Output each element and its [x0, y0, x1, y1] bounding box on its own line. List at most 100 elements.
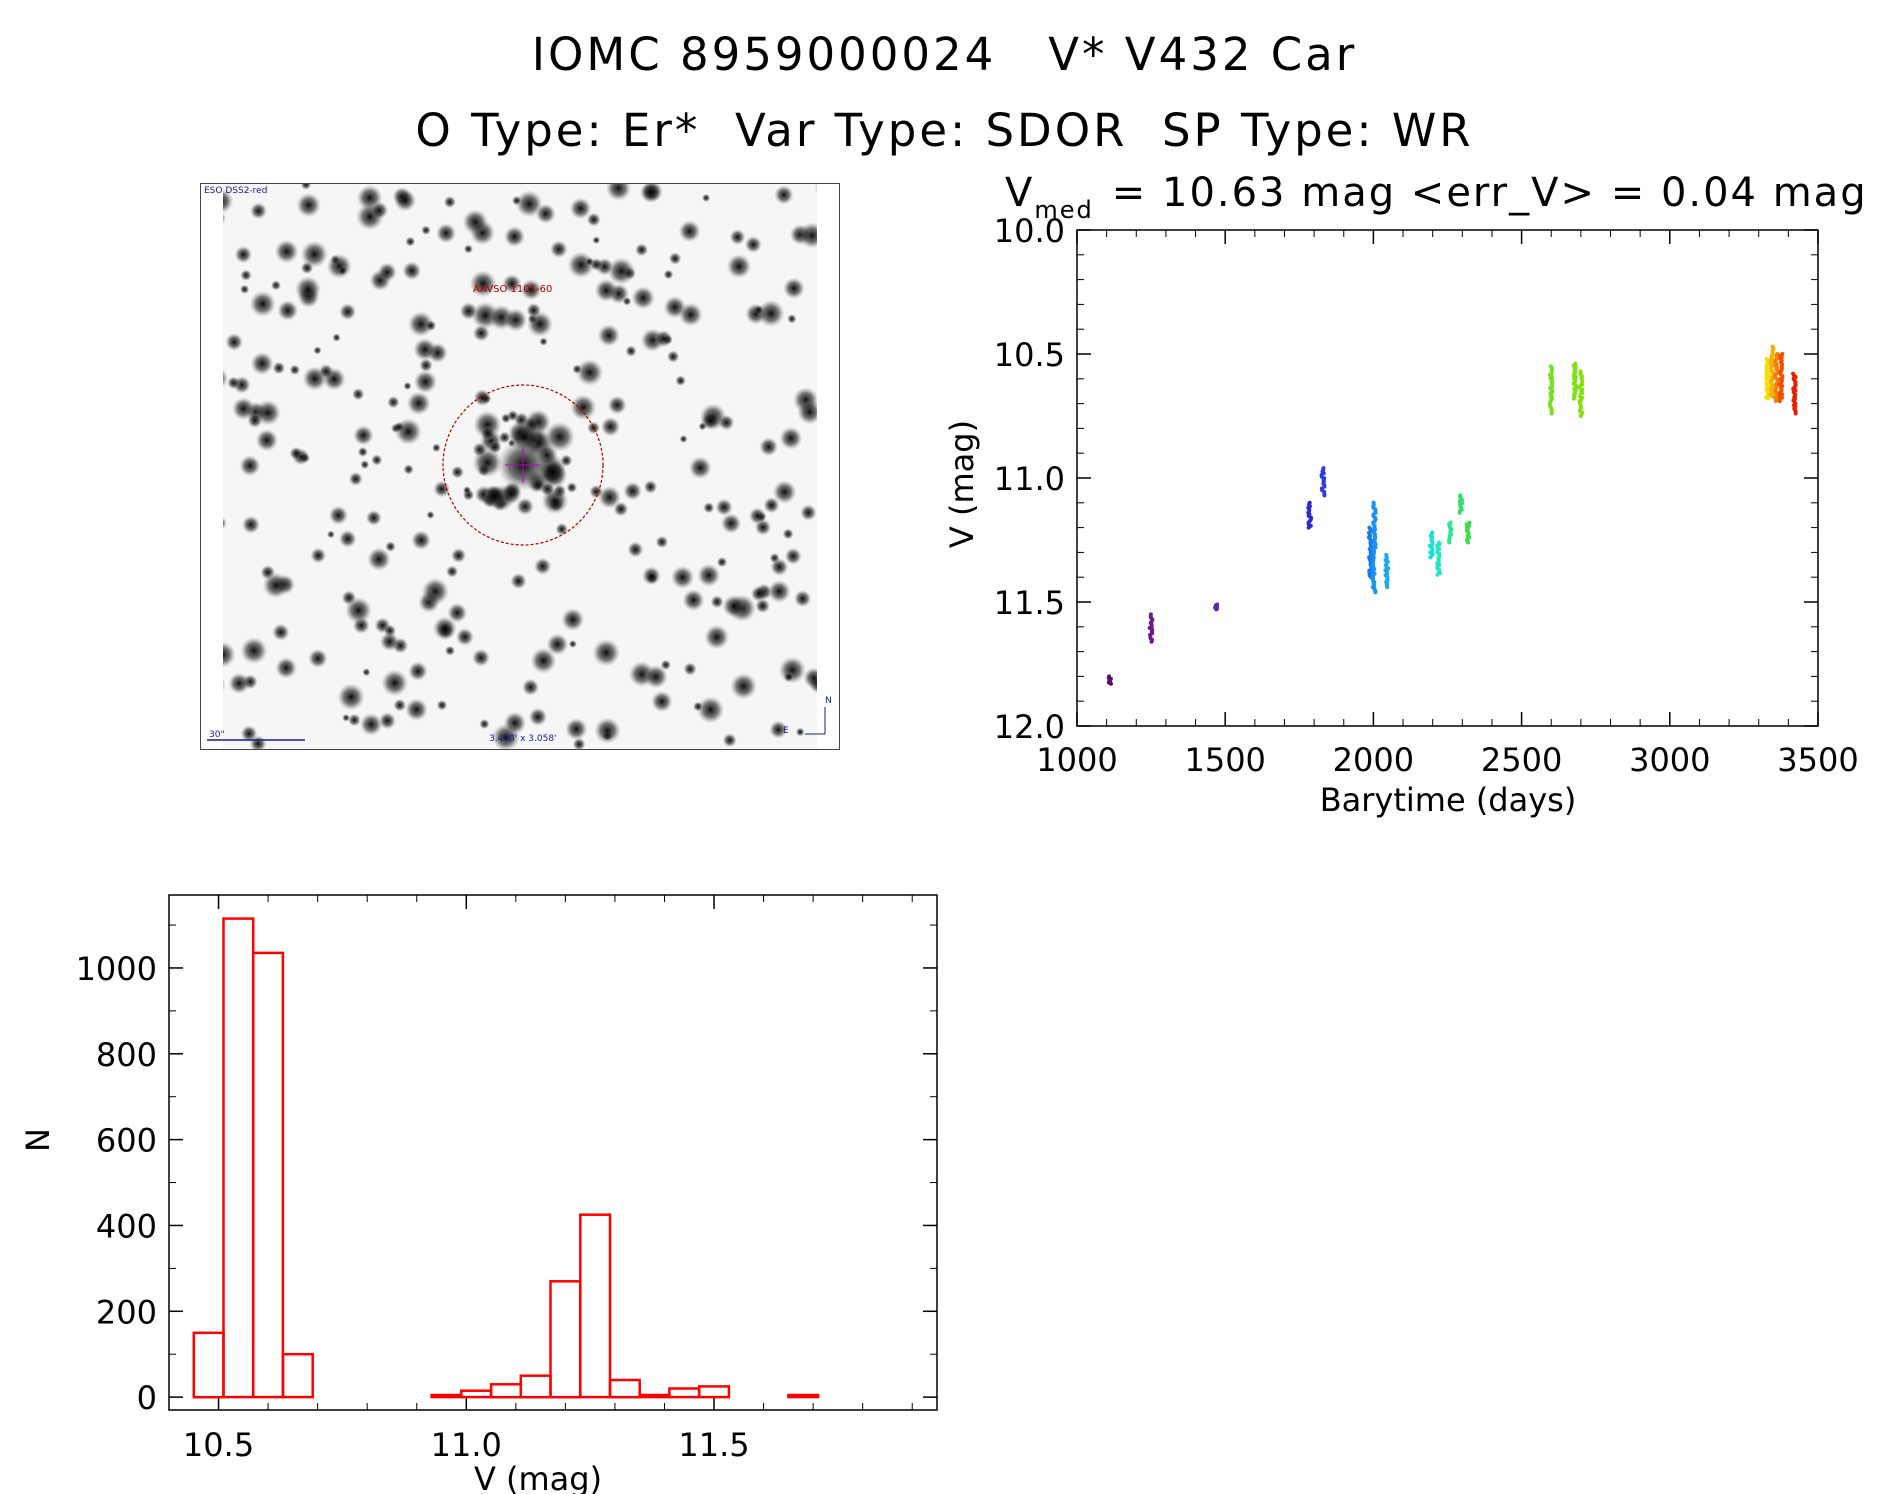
cluster-star — [544, 421, 575, 453]
data-point — [1106, 680, 1111, 685]
star — [367, 547, 391, 572]
data-point — [1369, 538, 1374, 543]
y-tick-label: 11.0 — [994, 460, 1065, 498]
data-point — [1435, 564, 1440, 569]
data-point — [1792, 378, 1797, 383]
data-point — [1793, 409, 1798, 414]
data-point — [1385, 574, 1390, 579]
data-point — [1385, 578, 1390, 583]
star — [394, 421, 405, 433]
star — [296, 192, 321, 218]
star — [779, 426, 803, 450]
star — [668, 252, 682, 265]
star — [406, 391, 431, 416]
data-point — [1369, 563, 1373, 568]
data-point — [1769, 354, 1774, 359]
star — [289, 364, 301, 376]
data-point — [1306, 525, 1311, 530]
data-point — [1430, 542, 1435, 547]
data-point — [1549, 393, 1554, 397]
star — [572, 364, 582, 375]
x-tick-label: 11.0 — [431, 1426, 502, 1464]
data-point — [1447, 538, 1452, 543]
data-point — [1770, 351, 1775, 356]
data-point — [1769, 382, 1774, 387]
data-point — [1550, 389, 1555, 394]
data-point — [1766, 378, 1771, 383]
star — [534, 557, 552, 575]
star — [655, 535, 669, 549]
chart-title: Vmed = 10.63 mag <err_V> = 0.04 mag — [1005, 170, 1868, 224]
data-point — [1778, 370, 1782, 375]
data-point — [1372, 586, 1377, 591]
data-point — [1372, 523, 1377, 528]
data-point — [1368, 542, 1373, 547]
star — [338, 529, 357, 548]
data-point — [1572, 370, 1577, 375]
data-point — [1383, 563, 1388, 568]
data-point — [1780, 384, 1785, 388]
x-tick-label: 10.5 — [183, 1426, 254, 1464]
data-point — [1371, 560, 1376, 565]
star — [337, 265, 348, 276]
data-point — [1306, 520, 1311, 525]
data-point — [1150, 617, 1155, 622]
data-point — [1578, 400, 1583, 405]
data-point — [1766, 388, 1771, 393]
data-point — [1773, 375, 1778, 380]
x-axis-label: V (mag) — [474, 1460, 602, 1494]
star — [701, 411, 720, 430]
star — [274, 239, 299, 264]
data-point — [1774, 357, 1779, 361]
data-point — [1774, 353, 1779, 358]
data-point — [1430, 535, 1435, 540]
star — [408, 661, 428, 681]
data-point — [1773, 358, 1778, 363]
data-point — [1308, 517, 1313, 522]
histogram-bar — [638, 1393, 671, 1399]
data-point — [1447, 533, 1452, 538]
data-point — [1458, 493, 1463, 498]
data-point — [1149, 629, 1154, 634]
data-point — [1467, 520, 1472, 525]
star — [625, 345, 637, 357]
data-point — [1548, 399, 1553, 404]
data-point — [1780, 362, 1784, 367]
data-point — [1792, 395, 1797, 399]
star — [436, 223, 457, 244]
target-circle — [442, 384, 604, 546]
data-point — [1384, 556, 1389, 561]
data-point — [1766, 391, 1771, 396]
star — [455, 627, 474, 646]
data-point — [1765, 358, 1770, 363]
compass-north-label: N — [825, 696, 832, 706]
data-point — [1367, 570, 1372, 575]
star — [744, 235, 762, 254]
data-point — [1386, 566, 1391, 571]
star — [425, 320, 437, 332]
data-point — [1777, 397, 1782, 402]
star — [589, 484, 604, 499]
data-point — [1578, 394, 1583, 399]
data-point — [1430, 540, 1435, 545]
data-point — [1548, 386, 1553, 391]
data-point — [1572, 393, 1576, 398]
star — [503, 308, 528, 332]
star — [332, 333, 341, 342]
star — [586, 212, 601, 227]
histogram-bar — [460, 1389, 493, 1399]
data-point — [1371, 558, 1376, 563]
data-point — [1580, 390, 1585, 395]
star — [592, 638, 621, 667]
data-point — [1306, 514, 1311, 518]
data-point — [1579, 412, 1584, 417]
cluster-star — [488, 440, 502, 454]
data-point — [1573, 388, 1578, 393]
star — [342, 713, 351, 722]
data-point — [1770, 344, 1775, 349]
star — [528, 707, 548, 727]
data-point — [1372, 525, 1377, 530]
data-point — [1764, 371, 1769, 376]
data-point — [1766, 396, 1770, 401]
data-point — [1771, 371, 1776, 375]
